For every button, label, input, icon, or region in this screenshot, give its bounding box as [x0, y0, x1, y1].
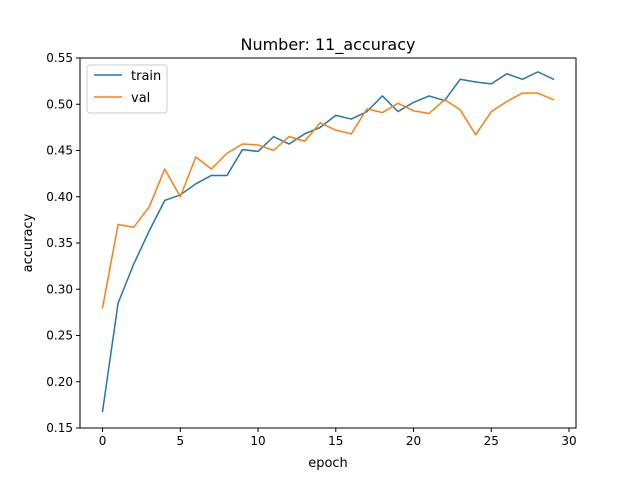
y-tick-label: 0.20 — [46, 375, 73, 389]
y-tick-label: 0.50 — [46, 97, 73, 111]
x-tick-label: 0 — [99, 434, 107, 448]
chart-title: Number: 11_accuracy — [240, 35, 415, 55]
y-tick-label: 0.30 — [46, 282, 73, 296]
axes-frame — [79, 57, 577, 429]
x-tick-label: 15 — [328, 434, 343, 448]
y-tick-label: 0.40 — [46, 190, 73, 204]
legend-train-label: train — [131, 69, 161, 84]
x-tick-label: 10 — [250, 434, 265, 448]
y-axis-label: accuracy — [21, 213, 36, 272]
y-tick-label: 0.25 — [46, 329, 73, 343]
x-tick-label: 20 — [406, 434, 421, 448]
series-line-val — [101, 92, 555, 309]
legend-val-label: val — [131, 91, 150, 106]
y-tick-label: 0.15 — [46, 421, 73, 435]
legend: train val — [86, 64, 168, 114]
axis-ticks: 0 5 10 15 20 25 30 0.15 0.20 0.25 0.30 0.35 0.40 0.45… — [46, 51, 576, 448]
y-tick-label: 0.35 — [46, 236, 73, 250]
x-tick-label: 30 — [561, 434, 576, 448]
x-tick-label: 5 — [176, 434, 184, 448]
y-tick-label: 0.45 — [46, 144, 73, 158]
x-tick-label: 25 — [484, 434, 499, 448]
x-axis-label: epoch — [308, 456, 348, 471]
series-line-train — [101, 71, 555, 413]
legend-box — [86, 64, 168, 114]
y-tick-label: 0.55 — [46, 51, 73, 65]
plot-lines — [101, 71, 555, 413]
